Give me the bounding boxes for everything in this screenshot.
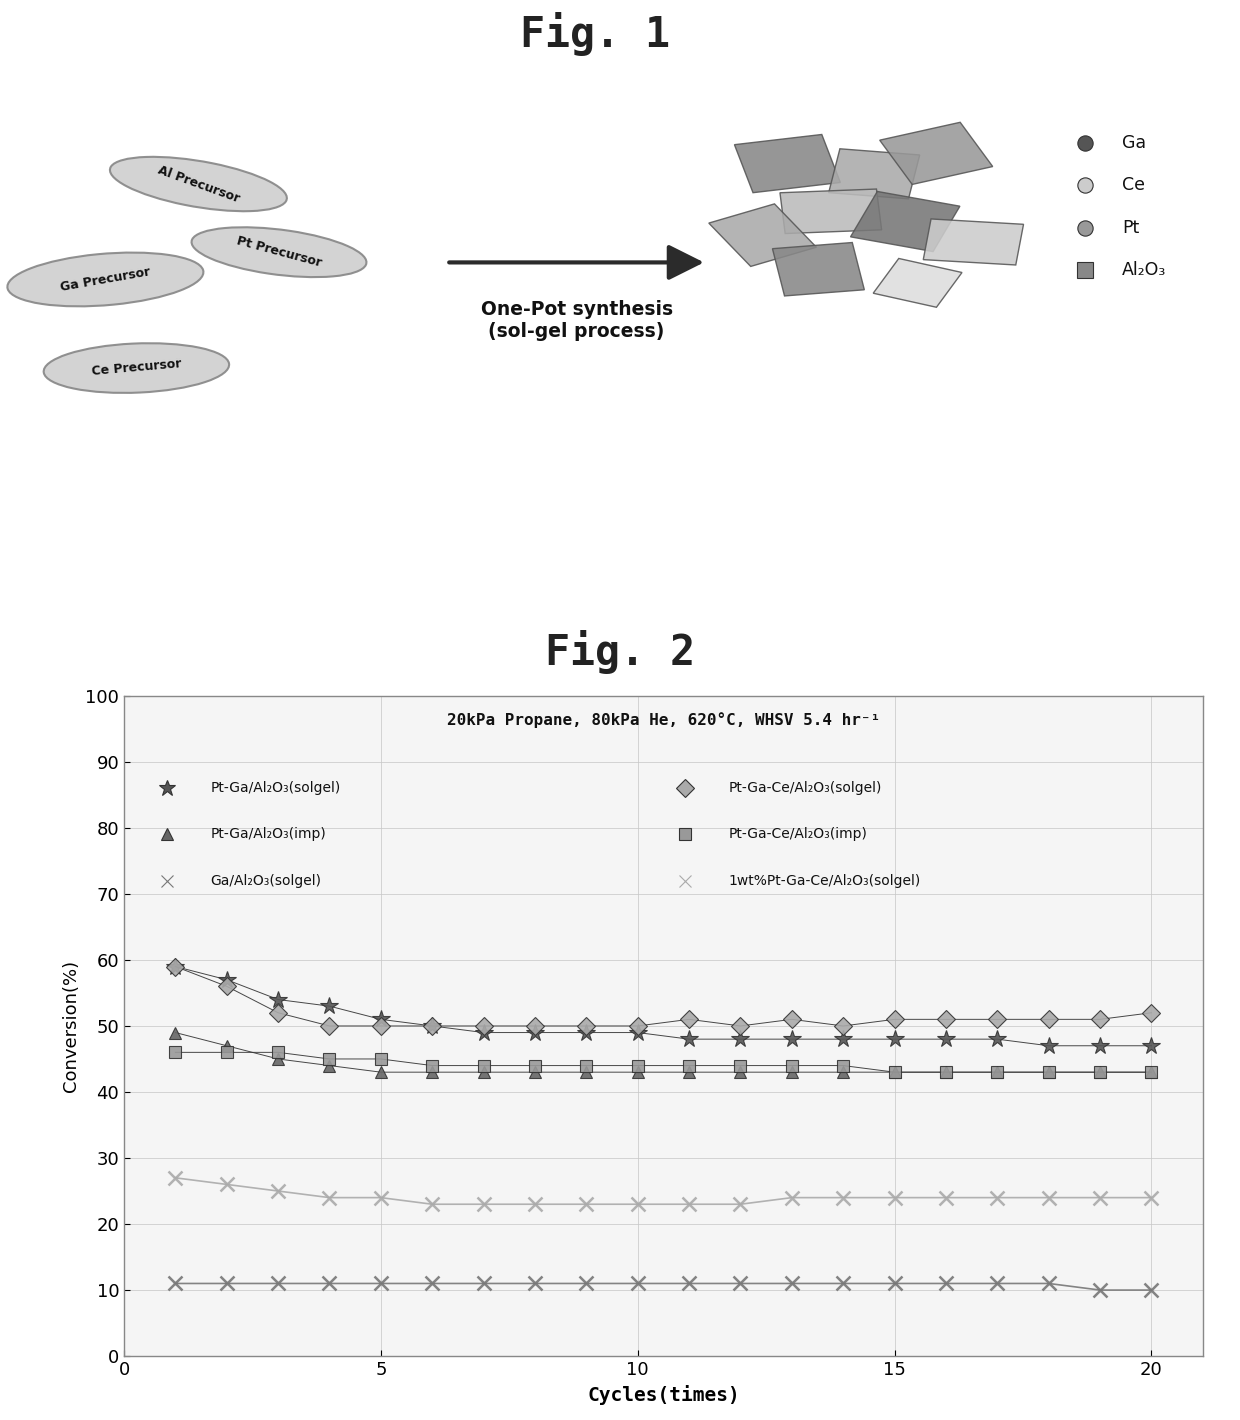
Text: Pt Precursor: Pt Precursor bbox=[236, 234, 322, 270]
Bar bbox=[851, 192, 960, 251]
Text: Ga: Ga bbox=[1122, 133, 1146, 152]
Text: Pt-Ga/Al₂O₃(imp): Pt-Ga/Al₂O₃(imp) bbox=[211, 828, 326, 842]
Text: 20kPa Propane, 80kPa He, 620°C, WHSV 5.4 hr⁻¹: 20kPa Propane, 80kPa He, 620°C, WHSV 5.4… bbox=[446, 713, 880, 728]
Y-axis label: Conversion(%): Conversion(%) bbox=[62, 960, 79, 1092]
Text: Ga/Al₂O₃(solgel): Ga/Al₂O₃(solgel) bbox=[211, 873, 321, 888]
Text: Pt-Ga/Al₂O₃(solgel): Pt-Ga/Al₂O₃(solgel) bbox=[211, 781, 341, 795]
Ellipse shape bbox=[7, 253, 203, 307]
Bar bbox=[709, 204, 816, 267]
Bar bbox=[828, 149, 920, 199]
Bar bbox=[924, 219, 1023, 266]
Bar bbox=[879, 122, 993, 185]
Text: Ga Precursor: Ga Precursor bbox=[60, 266, 151, 294]
Text: Pt-Ga-Ce/Al₂O₃(imp): Pt-Ga-Ce/Al₂O₃(imp) bbox=[728, 828, 867, 842]
Text: Pt-Ga-Ce/Al₂O₃(solgel): Pt-Ga-Ce/Al₂O₃(solgel) bbox=[728, 781, 882, 795]
Bar bbox=[780, 189, 882, 233]
X-axis label: Cycles(times): Cycles(times) bbox=[587, 1384, 740, 1404]
Bar bbox=[773, 243, 864, 295]
Text: Al₂O₃: Al₂O₃ bbox=[1122, 261, 1167, 278]
Text: Pt: Pt bbox=[1122, 219, 1140, 237]
Text: Al Precursor: Al Precursor bbox=[156, 163, 241, 204]
Text: Fig. 2: Fig. 2 bbox=[546, 630, 694, 674]
Text: One-Pot synthesis
(sol-gel process): One-Pot synthesis (sol-gel process) bbox=[481, 300, 672, 341]
Text: Ce: Ce bbox=[1122, 176, 1146, 195]
Text: Ce Precursor: Ce Precursor bbox=[91, 358, 182, 379]
Bar bbox=[734, 135, 841, 193]
Text: 1wt%Pt-Ga-Ce/Al₂O₃(solgel): 1wt%Pt-Ga-Ce/Al₂O₃(solgel) bbox=[728, 873, 920, 888]
Text: Fig. 1: Fig. 1 bbox=[521, 13, 670, 55]
Bar bbox=[873, 258, 962, 307]
Ellipse shape bbox=[110, 156, 286, 212]
Ellipse shape bbox=[43, 344, 229, 393]
Ellipse shape bbox=[191, 227, 367, 277]
